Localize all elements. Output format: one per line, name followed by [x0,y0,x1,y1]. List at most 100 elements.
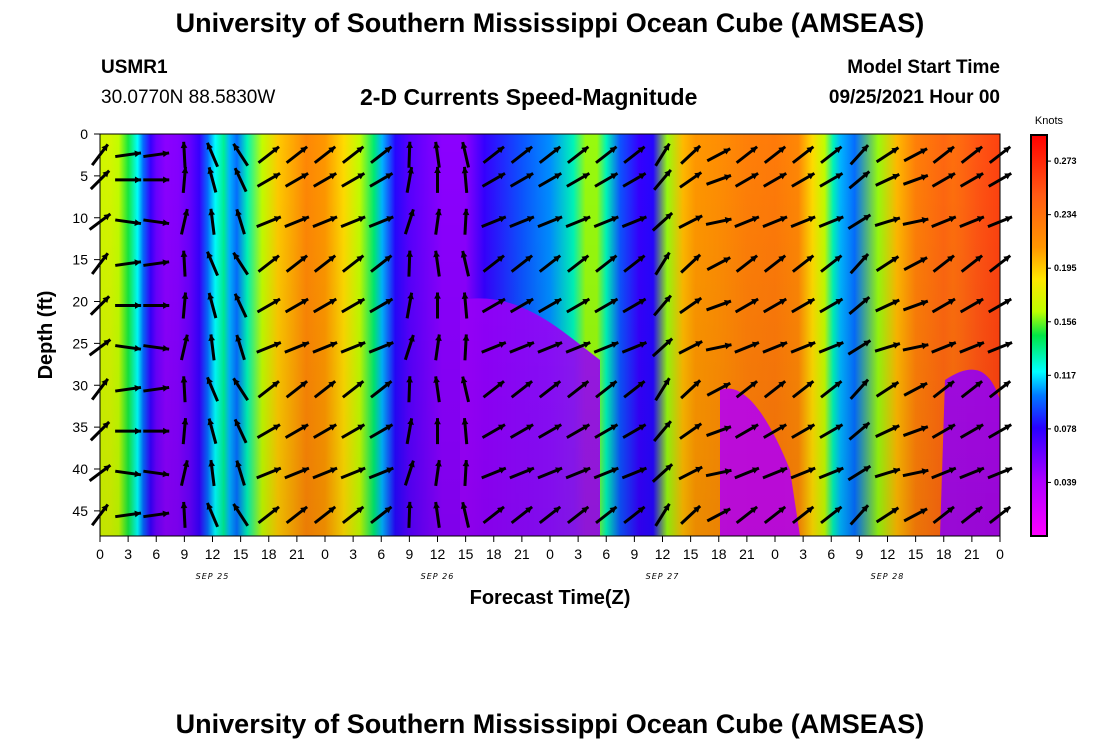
current-vector-head [233,252,240,260]
x-tick-label: 21 [514,546,530,562]
depth-shade [100,134,1000,536]
current-vector-head [498,467,506,474]
x-tick-label: 3 [349,546,357,562]
current-vector-head [555,216,563,223]
current-vector-head [526,173,534,180]
date-label: SEP 26 [421,572,455,581]
current-vector-head [272,146,279,154]
current-vector-head [665,464,673,471]
current-vector-head [329,424,337,431]
current-vector-head [234,419,241,427]
current-vector-head [947,146,954,154]
current-vector-head [1005,216,1013,223]
current-vector-head [948,341,956,348]
x-tick-label: 3 [574,546,582,562]
current-vector-head [751,216,759,223]
current-vector-head [356,381,364,388]
current-vector-head [433,502,440,509]
current-vector-head [891,382,899,389]
current-vector-head [181,292,189,299]
current-vector-head [920,257,928,264]
current-vector-head [330,216,338,223]
x-tick-label: 6 [152,546,160,562]
date-label: SEP 25 [196,572,230,581]
x-tick-label: 18 [936,546,952,562]
current-vector-head [1004,173,1012,180]
current-vector-head [1004,299,1012,305]
current-vector-head [526,424,534,431]
x-tick-label: 15 [908,546,924,562]
current-vector-head [460,502,468,509]
current-vector-head [694,172,702,179]
current-vector-head [358,216,366,223]
current-vector-head [385,424,393,431]
current-vector-head [611,216,619,223]
current-vector-head [663,252,670,260]
current-vector-head [301,424,309,431]
current-vector-head [1003,255,1011,263]
current-vector-head [861,145,869,152]
current-vector-head [920,174,928,181]
current-vector-head [806,146,814,154]
current-vector-head [835,424,843,431]
current-vector-head [750,255,758,263]
current-vector-head [921,342,929,350]
axes: 0 3 6 9 12 15 18 21 0 3 6 9 12 15 18 21 0 3 6 9 12 15 18 21 0 3 6 9… [72,126,1004,581]
current-vector-head [356,506,364,514]
current-vector-head [408,209,415,217]
current-vector-head [750,381,758,388]
current-vector-head [206,502,213,510]
current-vector-head [233,378,240,386]
x-tick-label: 21 [289,546,305,562]
current-vector-head [384,381,392,388]
current-vector-head [780,341,788,348]
current-vector-head [893,467,900,475]
x-tick-label: 15 [683,546,699,562]
current-vector-head [663,143,670,151]
current-vector-head [976,173,984,180]
current-vector-head [778,506,786,514]
current-vector-head [975,146,983,154]
current-vector-head [460,142,468,149]
current-vector-head [1003,506,1011,514]
current-vector-head [665,338,673,346]
current-vector-head [555,467,563,474]
x-tick-label: 12 [880,546,896,562]
y-tick-label: 15 [72,252,88,268]
current-vector-head [328,146,336,154]
colorbar-unit: Knots [1035,115,1064,127]
current-vector-head [182,334,190,342]
current-vector-head [609,255,617,263]
current-vector-head [162,345,170,352]
current-vector-head [807,173,815,180]
x-tick-label: 0 [96,546,104,562]
current-vector-head [406,376,413,383]
current-vector-head [806,381,814,388]
current-vector-head [406,141,413,149]
current-vector-head [581,506,589,514]
current-vector-head [638,173,646,180]
current-vector-head [693,145,701,153]
current-vector-head [724,300,731,307]
current-vector-head [694,298,702,305]
current-vector-head [554,299,562,305]
current-vector-head [386,341,394,348]
current-vector-head [664,295,671,303]
current-vector-head [948,424,956,431]
current-vector-head [1003,381,1011,388]
current-vector-head [358,341,366,348]
colorbar: 0.039 0.078 0.117 0.156 0.195 0.234 0.273 [1030,134,1077,537]
current-vector-head [163,427,170,435]
current-vector-head [357,424,365,431]
current-vector-head [637,381,645,388]
current-vector-head [750,506,758,514]
y-tick-label: 30 [72,377,88,393]
current-vector-head [526,467,534,474]
current-vector-head [461,292,469,299]
current-vector-head [892,299,900,306]
current-vector-head [583,467,591,474]
x-tick-label: 0 [321,546,329,562]
current-vector-head [807,424,815,431]
current-vector-head [525,381,533,388]
